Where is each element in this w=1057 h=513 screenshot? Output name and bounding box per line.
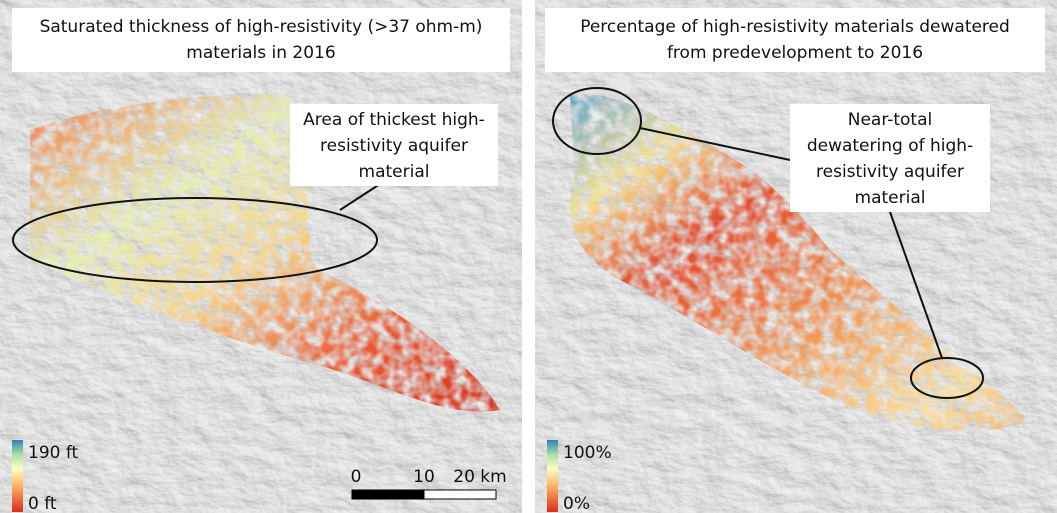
annotation: Near-total — [848, 110, 933, 130]
annotation: dewatering of high- — [807, 136, 973, 156]
legend-label: 0 ft — [28, 494, 57, 513]
annotation: resistivity aquifer — [320, 136, 468, 156]
scale-label: 0 — [351, 467, 362, 487]
legend-bar — [12, 440, 23, 512]
scale-bar — [352, 490, 424, 499]
legend-label: 100% — [563, 443, 612, 463]
legend-label: 0% — [563, 494, 590, 513]
annotation: Area of thickest high- — [303, 110, 485, 130]
annotation: material — [359, 162, 430, 182]
panel-title: Saturated thickness of high-resistivity … — [40, 17, 483, 37]
annotation: material — [855, 188, 926, 208]
scale-label: 10 — [413, 467, 435, 487]
left-panel — [0, 0, 522, 513]
annotation: resistivity aquifer — [816, 162, 964, 182]
panel-title: materials in 2016 — [186, 43, 335, 63]
scale-label: 20 km — [453, 467, 506, 487]
panel-title: from predevelopment to 2016 — [667, 43, 923, 63]
right-panel — [535, 0, 1057, 513]
figure: Saturated thickness of high-resistivity … — [0, 0, 1057, 513]
scale-bar — [424, 490, 496, 499]
legend-label: 190 ft — [28, 443, 79, 463]
legend-bar — [547, 440, 558, 512]
panel-title: Percentage of high-resistivity materials… — [580, 17, 1010, 37]
